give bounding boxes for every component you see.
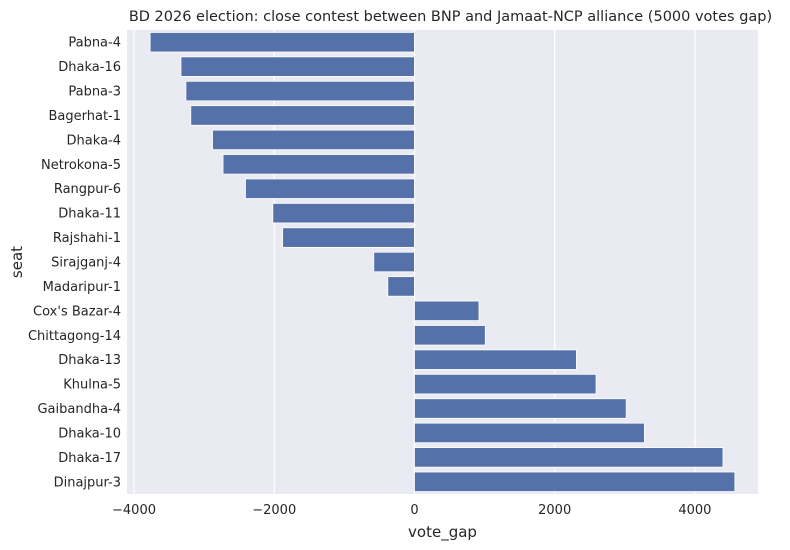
bar <box>387 276 415 297</box>
y-tick-label: Rangpur-6 <box>54 182 121 197</box>
y-tick-label: Gaibandha-4 <box>37 402 121 417</box>
bar <box>414 447 724 468</box>
bar <box>180 56 415 77</box>
y-tick-labels: Pabna-4 Dhaka-16 Pabna-3 Bagerhat-1 Dhaka-4 N… <box>28 36 121 491</box>
y-tick-label: Dhaka-10 <box>58 426 121 441</box>
bar <box>149 32 415 53</box>
y-tick-label: Khulna-5 <box>63 378 121 393</box>
y-tick-label: Madaripur-1 <box>43 280 121 295</box>
bar <box>272 202 415 224</box>
x-axis-label: vote_gap <box>408 523 477 542</box>
y-tick-label: Rajshahi-1 <box>53 231 121 246</box>
bar <box>414 422 645 444</box>
x-tick-label: −4000 <box>112 503 156 518</box>
bar <box>282 227 415 248</box>
y-tick-label: Cox's Bazar-4 <box>33 304 121 319</box>
y-tick-label: Chittagong-14 <box>28 329 121 344</box>
bars <box>149 32 736 492</box>
bar <box>414 349 577 370</box>
x-tick-label: 2000 <box>538 503 571 518</box>
bar <box>414 325 486 346</box>
y-tick-label: Dhaka-11 <box>58 207 121 222</box>
x-tick-label: 0 <box>410 503 418 518</box>
bar <box>245 178 415 199</box>
y-tick-label: Dinajpur-3 <box>54 475 121 490</box>
x-tick-labels: −4000 −2000 0 2000 4000 <box>112 503 711 518</box>
bar <box>414 300 480 322</box>
bar <box>222 154 415 175</box>
y-tick-label: Bagerhat-1 <box>48 109 121 124</box>
y-tick-label: Pabna-4 <box>68 36 121 51</box>
y-tick-label: Dhaka-16 <box>58 60 121 75</box>
y-tick-label: Netrokona-5 <box>41 158 121 173</box>
x-tick-label: 4000 <box>678 503 711 518</box>
x-tick-label: −2000 <box>252 503 296 518</box>
chart-title: BD 2026 election: close contest between … <box>129 9 772 25</box>
y-tick-label: Pabna-3 <box>68 85 121 100</box>
y-axis-label: seat <box>8 246 26 278</box>
y-tick-label: Dhaka-17 <box>58 451 121 466</box>
y-tick-label: Dhaka-4 <box>67 133 121 148</box>
bar <box>414 398 627 419</box>
bar <box>414 471 736 492</box>
bar <box>373 251 415 273</box>
bar <box>190 105 415 126</box>
y-tick-label: Dhaka-13 <box>58 353 121 368</box>
bar <box>185 80 415 102</box>
y-tick-label: Sirajganj-4 <box>51 256 121 271</box>
bar <box>414 373 597 395</box>
bar <box>212 129 415 151</box>
